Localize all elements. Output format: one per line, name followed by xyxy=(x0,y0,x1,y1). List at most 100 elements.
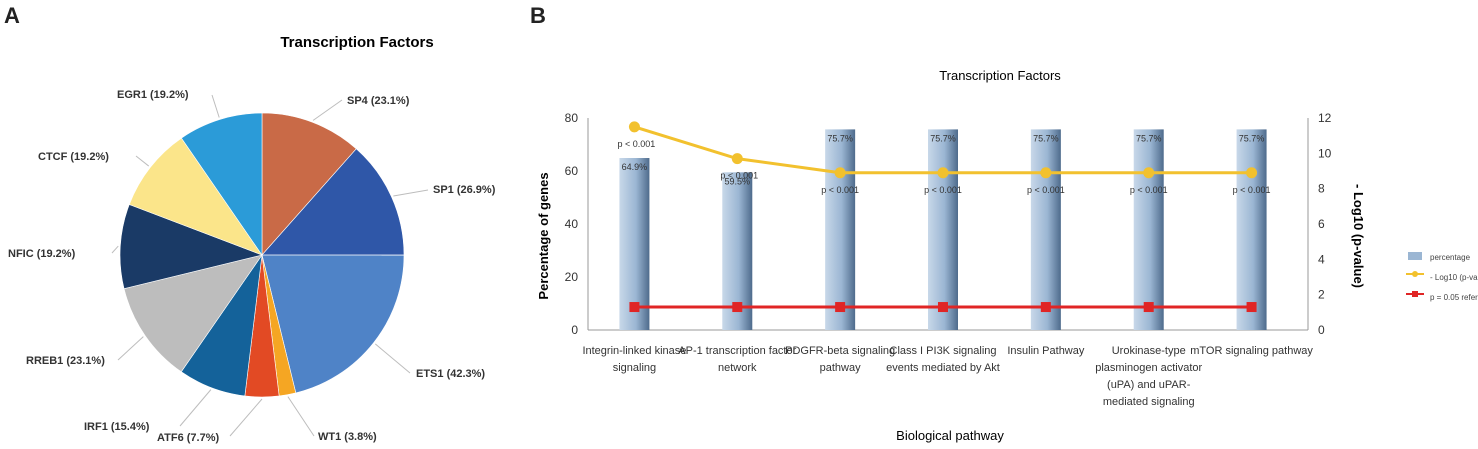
pie-label-nfic: NFIC (19.2%) xyxy=(8,248,76,260)
legend-label: p = 0.05 reference xyxy=(1430,293,1478,302)
pie-label-wt1: WT1 (3.8%) xyxy=(318,431,377,443)
pie-leader-line xyxy=(211,94,220,118)
pie-leader-line xyxy=(393,189,429,197)
pie-leader-line xyxy=(312,99,343,121)
pie-leader-line xyxy=(374,343,411,374)
x-tick-label: signaling xyxy=(613,362,656,374)
bar-value-label: 75.7% xyxy=(1136,133,1162,143)
bar xyxy=(1236,129,1267,330)
x-tick-label: (uPA) and uPAR- xyxy=(1107,379,1191,391)
pvalue-label: p < 0.001 xyxy=(821,185,859,195)
pvalue-label: p < 0.001 xyxy=(618,139,656,149)
pie-slice-egr1 xyxy=(180,112,263,256)
pie-leader-line xyxy=(287,396,315,437)
y-tick-label: 20 xyxy=(565,270,579,284)
pvalue-point xyxy=(1246,167,1258,179)
pie-label-sp1: SP1 (26.9%) xyxy=(433,184,496,196)
y-tick-label: 40 xyxy=(565,217,579,231)
pie-label-ctcf: CTCF (19.2%) xyxy=(38,151,109,163)
reference-point xyxy=(1246,302,1257,313)
bar-value-label: 64.9% xyxy=(622,162,648,172)
pvalue-point xyxy=(731,153,743,165)
reference-point xyxy=(732,302,743,313)
legend-marker-reference xyxy=(1412,291,1418,297)
pie-slice-nfic xyxy=(119,204,264,290)
pie-label-ets1: ETS1 (42.3%) xyxy=(416,368,485,380)
x-tick-label: mediated signaling xyxy=(1103,396,1195,408)
x-tick-label: pathway xyxy=(820,362,861,374)
x-tick-label: network xyxy=(718,362,757,374)
bar xyxy=(619,158,650,330)
bar-value-label: 75.7% xyxy=(827,133,853,143)
pie-label-sp4: SP4 (23.1%) xyxy=(347,95,410,107)
bar xyxy=(825,129,856,330)
pvalue-label: p < 0.001 xyxy=(924,185,962,195)
x-tick-label: Urokinase-type xyxy=(1112,345,1186,357)
pie-slice-sp4 xyxy=(261,112,357,256)
pie-leader-line xyxy=(117,336,144,361)
pie-slice-sp1 xyxy=(261,148,405,256)
pvalue-label: p < 0.001 xyxy=(1130,185,1168,195)
pvalue-point xyxy=(937,167,949,179)
x-tick-label: Insulin Pathway xyxy=(1007,345,1085,357)
pie-label-irf1: IRF1 (15.4%) xyxy=(84,421,150,433)
x-axis-label: Biological pathway xyxy=(896,428,1004,443)
reference-point xyxy=(938,302,948,313)
pie-leader-line xyxy=(229,398,263,437)
pie-chart-title: Transcription Factors xyxy=(280,34,433,51)
bar-value-label: 75.7% xyxy=(930,133,956,143)
bar-chart-title: Transcription Factors xyxy=(939,68,1061,83)
reference-point xyxy=(835,302,846,313)
pvalue-label: p < 0.001 xyxy=(1233,185,1271,195)
bar-value-label: 59.5% xyxy=(725,176,751,186)
pie-leader-line xyxy=(179,389,212,427)
x-tick-label: events mediated by Akt xyxy=(886,362,1000,374)
reference-point xyxy=(1143,302,1154,313)
pie-slice-ets1 xyxy=(261,254,405,394)
y-tick-label: 80 xyxy=(565,111,579,125)
y2-tick-label: 4 xyxy=(1318,252,1325,266)
legend-swatch-percentage xyxy=(1408,252,1422,260)
legend-label: percentage xyxy=(1430,253,1471,262)
panel-label-a: A xyxy=(4,3,20,28)
pvalue-point xyxy=(1040,167,1052,179)
y2-tick-label: 10 xyxy=(1318,146,1332,160)
pvalue-label: p < 0.001 xyxy=(1027,185,1065,195)
y2-tick-label: 6 xyxy=(1318,217,1325,231)
legend-label: - Log10 (p-value) xyxy=(1430,273,1478,282)
x-tick-label: Class I PI3K signaling xyxy=(890,345,997,357)
y2-tick-label: 2 xyxy=(1318,288,1325,302)
y-tick-label: 0 xyxy=(571,323,578,337)
pie-leader-line xyxy=(111,245,119,254)
pie-label-egr1: EGR1 (19.2%) xyxy=(117,89,189,101)
y2-tick-label: 0 xyxy=(1318,323,1325,337)
reference-point xyxy=(629,302,640,313)
pvalue-point xyxy=(1143,167,1155,179)
x-tick-label: Integrin-linked kinase xyxy=(582,345,686,357)
y2-tick-label: 12 xyxy=(1318,111,1332,125)
pvalue-point xyxy=(628,121,640,133)
x-tick-label: mTOR signaling pathway xyxy=(1190,345,1313,357)
pie-leader-line xyxy=(135,155,150,167)
x-tick-label: plasminogen activator xyxy=(1095,362,1202,374)
pvalue-point xyxy=(834,167,846,179)
y-tick-label: 60 xyxy=(565,164,579,178)
reference-point xyxy=(1040,302,1051,313)
panel-label-b: B xyxy=(530,3,546,28)
pie-chart: Transcription Factors SP4 (23.1%) SP1 (26… xyxy=(8,34,496,444)
pie-slice-ctcf xyxy=(128,137,263,256)
x-tick-label: PDGFR-beta signaling xyxy=(785,345,895,357)
pvalue-label: p < 0.001 xyxy=(720,171,758,181)
bar xyxy=(1030,129,1061,330)
pie-label-rreb1: RREB1 (23.1%) xyxy=(26,355,105,367)
pie-slice-rreb1 xyxy=(123,254,263,373)
bar-value-label: 75.7% xyxy=(1033,133,1059,143)
bar-value-label: 75.7% xyxy=(1239,133,1265,143)
y-axis-label: Percentage of genes xyxy=(536,172,551,299)
pie-label-atf6: ATF6 (7.7%) xyxy=(157,432,219,444)
bar xyxy=(1133,129,1164,330)
y2-axis-label: - Log10 (p-value) xyxy=(1351,184,1366,288)
legend-marker-pvalue xyxy=(1412,271,1418,277)
y2-tick-label: 8 xyxy=(1318,182,1325,196)
